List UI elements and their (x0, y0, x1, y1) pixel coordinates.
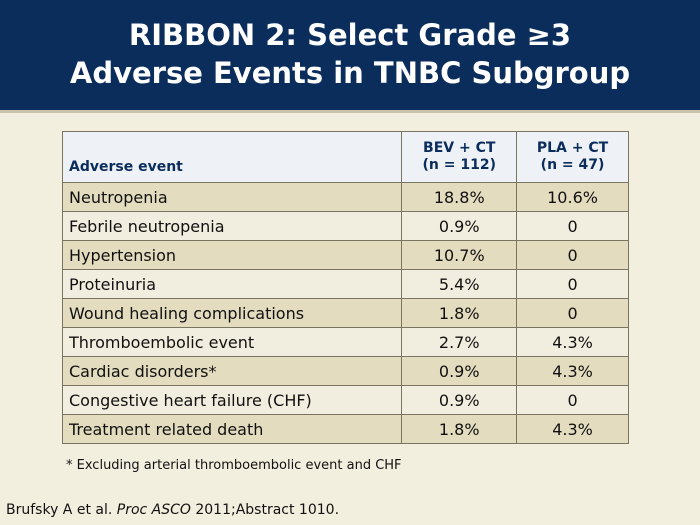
rate-cell: 2.7% (401, 327, 518, 357)
table-body: Neutropenia 18.8% 10.6% Febrile neutropenia… (61, 182, 629, 444)
event-name: Hypertension (61, 240, 403, 270)
rate-cell: 4.3% (516, 414, 629, 444)
adverse-event-table: Adverse event BEV + CT (n = 112) PLA + CT (n… (61, 131, 629, 444)
table-row: Thromboembolic event 2.7% 4.3% (61, 327, 629, 357)
header-line: (n = 47) (540, 157, 605, 173)
rate-cell: 0.9% (401, 356, 518, 386)
title-line: Adverse Events in TNBC Subgroup (69, 56, 631, 90)
header-row: Adverse event BEV + CT (n = 112) PLA + CT (n… (61, 131, 629, 183)
table-row: Neutropenia 18.8% 10.6% (61, 182, 629, 212)
rate-cell: 1.8% (401, 298, 518, 328)
table-row: Febrile neutropenia 0.9% 0 (61, 211, 629, 241)
title-banner: RIBBON 2: Select Grade ≥3 Adverse Events … (0, 0, 700, 113)
rate-cell: 10.7% (401, 240, 518, 270)
title-line: RIBBON 2: Select Grade ≥3 (128, 18, 572, 52)
rate-cell: 10.6% (516, 182, 629, 212)
citation-journal: Proc ASCO (116, 502, 191, 518)
rate-cell: 0.9% (401, 211, 518, 241)
header-line: BEV + CT (423, 140, 496, 156)
rate-cell: 0 (516, 240, 629, 270)
rate-cell: 4.3% (516, 327, 629, 357)
rate-cell: 0 (516, 385, 629, 415)
table-row: Wound healing complications 1.8% 0 (61, 298, 629, 328)
slide-title: RIBBON 2: Select Grade ≥3 Adverse Events … (0, 16, 700, 92)
event-name: Proteinuria (61, 269, 403, 299)
event-name: Thromboembolic event (61, 327, 403, 357)
table-row: Cardiac disorders* 0.9% 4.3% (61, 356, 629, 386)
footnote: * Excluding arterial thromboembolic even… (66, 458, 402, 473)
rate-cell: 4.3% (516, 356, 629, 386)
event-name: Wound healing complications (61, 298, 403, 328)
header-line: PLA + CT (536, 140, 609, 156)
table-row: Proteinuria 5.4% 0 (61, 269, 629, 299)
rate-cell: 1.8% (401, 414, 518, 444)
table-row: Treatment related death 1.8% 4.3% (61, 414, 629, 444)
column-header: BEV + CT (n = 112) (401, 131, 518, 183)
rate-cell: 0 (516, 269, 629, 299)
header-line: (n = 112) (422, 157, 496, 173)
header-line: Adverse event (69, 159, 183, 175)
table-row: Hypertension 10.7% 0 (61, 240, 629, 270)
event-name: Treatment related death (61, 414, 403, 444)
table-row: Congestive heart failure (CHF) 0.9% 0 (61, 385, 629, 415)
rate-cell: 0 (516, 211, 629, 241)
citation-rest: 2011;Abstract 1010. (190, 502, 340, 518)
column-header: PLA + CT (n = 47) (516, 131, 629, 183)
event-name: Congestive heart failure (CHF) (61, 385, 403, 415)
event-name: Cardiac disorders* (61, 356, 403, 386)
citation-author: Brufsky A et al. (6, 502, 117, 518)
citation: Brufsky A et al. Proc ASCO 2011;Abstract… (6, 502, 339, 518)
event-name: Febrile neutropenia (61, 211, 403, 241)
event-name: Neutropenia (61, 182, 403, 212)
rate-cell: 5.4% (401, 269, 518, 299)
rate-cell: 0.9% (401, 385, 518, 415)
rate-cell: 18.8% (401, 182, 518, 212)
column-header: Adverse event (61, 131, 403, 183)
rate-cell: 0 (516, 298, 629, 328)
